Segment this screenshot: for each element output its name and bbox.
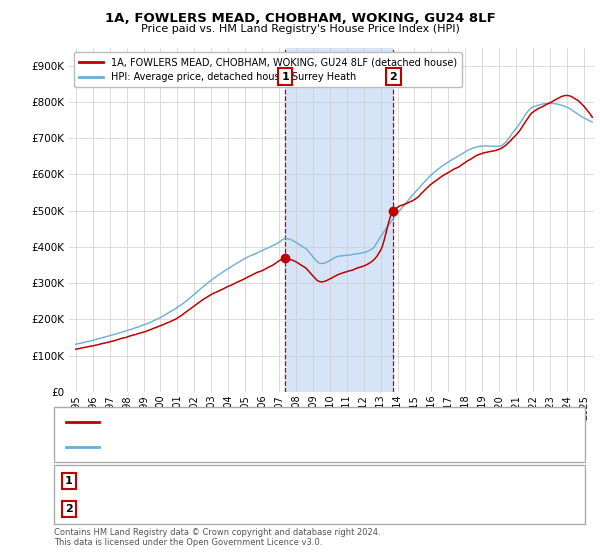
- Bar: [285, 48, 394, 392]
- Text: 1: 1: [65, 476, 73, 486]
- Text: £370,000: £370,000: [246, 476, 295, 486]
- Text: 1: 1: [281, 72, 289, 82]
- Text: 13% ↓ HPI: 13% ↓ HPI: [360, 476, 415, 486]
- Text: 17-MAY-2007: 17-MAY-2007: [93, 476, 160, 486]
- Text: 1A, FOWLERS MEAD, CHOBHAM, WOKING, GU24 8LF (detached house): 1A, FOWLERS MEAD, CHOBHAM, WOKING, GU24 …: [105, 418, 451, 427]
- Text: HPI: Average price, detached house, Surrey Heath: HPI: Average price, detached house, Surr…: [105, 442, 350, 451]
- Text: £499,950: £499,950: [246, 504, 296, 514]
- Text: 2: 2: [65, 504, 73, 514]
- Text: 2: 2: [389, 72, 397, 82]
- Text: Contains HM Land Registry data © Crown copyright and database right 2024.
This d: Contains HM Land Registry data © Crown c…: [54, 528, 380, 547]
- Text: 4% ↑ HPI: 4% ↑ HPI: [360, 504, 409, 514]
- Legend: 1A, FOWLERS MEAD, CHOBHAM, WOKING, GU24 8LF (detached house), HPI: Average price: 1A, FOWLERS MEAD, CHOBHAM, WOKING, GU24 …: [74, 53, 462, 87]
- Text: Price paid vs. HM Land Registry's House Price Index (HPI): Price paid vs. HM Land Registry's House …: [140, 24, 460, 34]
- Text: 02-OCT-2013: 02-OCT-2013: [93, 504, 161, 514]
- Text: 1A, FOWLERS MEAD, CHOBHAM, WOKING, GU24 8LF: 1A, FOWLERS MEAD, CHOBHAM, WOKING, GU24 …: [104, 12, 496, 25]
